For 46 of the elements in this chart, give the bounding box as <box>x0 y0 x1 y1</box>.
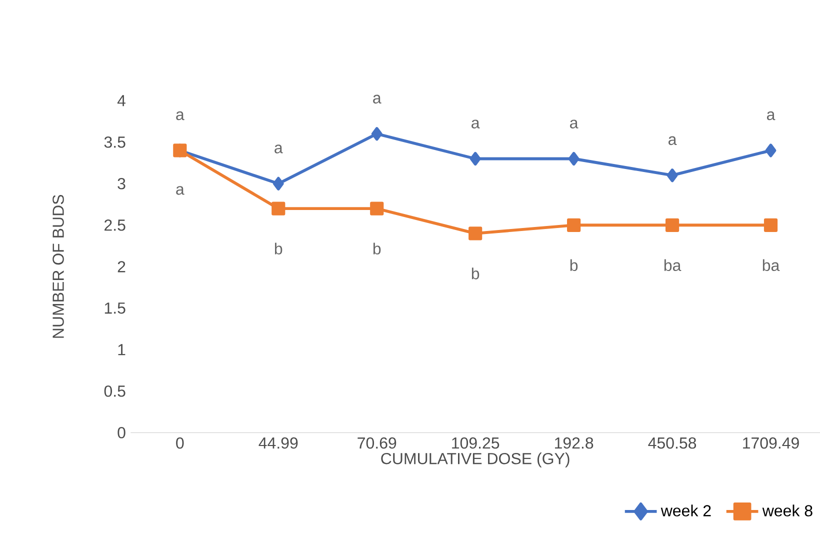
legend-label: week 8 <box>762 504 812 516</box>
x-tick-label: 192.8 <box>555 437 594 449</box>
y-tick-label: 4 <box>117 95 126 106</box>
y-tick-label: 2.5 <box>104 220 126 231</box>
annotation: a <box>472 120 480 128</box>
annotation: b <box>472 268 480 280</box>
x-tick-label: 1709.49 <box>743 437 799 449</box>
annotation: a <box>766 111 776 120</box>
point <box>370 202 384 216</box>
x-tick-label: 0 <box>176 437 184 449</box>
y-tick-label: 1 <box>118 344 126 356</box>
annotation: a <box>176 186 184 195</box>
point <box>568 152 580 166</box>
y-tick-label: 0.5 <box>104 385 126 397</box>
x-tick-label: 44.99 <box>258 437 298 449</box>
annotation: a <box>373 94 382 104</box>
point <box>272 202 286 216</box>
point <box>666 168 678 182</box>
x-axis-title: CUMULATIVE DOSE (GY) <box>381 452 570 468</box>
point <box>468 226 482 240</box>
point <box>764 218 778 232</box>
y-tick-label: 3 <box>118 178 126 190</box>
x-tick-label: 450.58 <box>648 437 696 449</box>
point <box>470 152 481 166</box>
annotation: b <box>570 259 578 272</box>
annotation: a <box>668 136 677 146</box>
y-tick-label: 0 <box>118 426 126 438</box>
point <box>665 218 680 232</box>
y-tick-label: 2 <box>118 261 126 272</box>
point <box>567 218 581 232</box>
legend-label: week 2 <box>660 504 711 516</box>
x-tick-label: 109.25 <box>452 437 500 449</box>
annotation: ba <box>664 259 682 272</box>
annotation: b <box>274 242 282 254</box>
point <box>765 144 776 158</box>
point <box>272 176 284 190</box>
annotation: b <box>373 242 381 254</box>
y-tick-label: 3.5 <box>104 136 126 148</box>
point <box>371 127 382 141</box>
annotation: ba <box>762 259 780 272</box>
y-tick-label: 1.5 <box>104 302 126 314</box>
annotation: a <box>570 120 578 128</box>
annotation: a <box>176 111 184 120</box>
x-tick-label: 70.69 <box>358 437 396 449</box>
y-axis-title: NUMBER OF BUDS <box>52 194 64 338</box>
annotation: a <box>274 144 283 154</box>
